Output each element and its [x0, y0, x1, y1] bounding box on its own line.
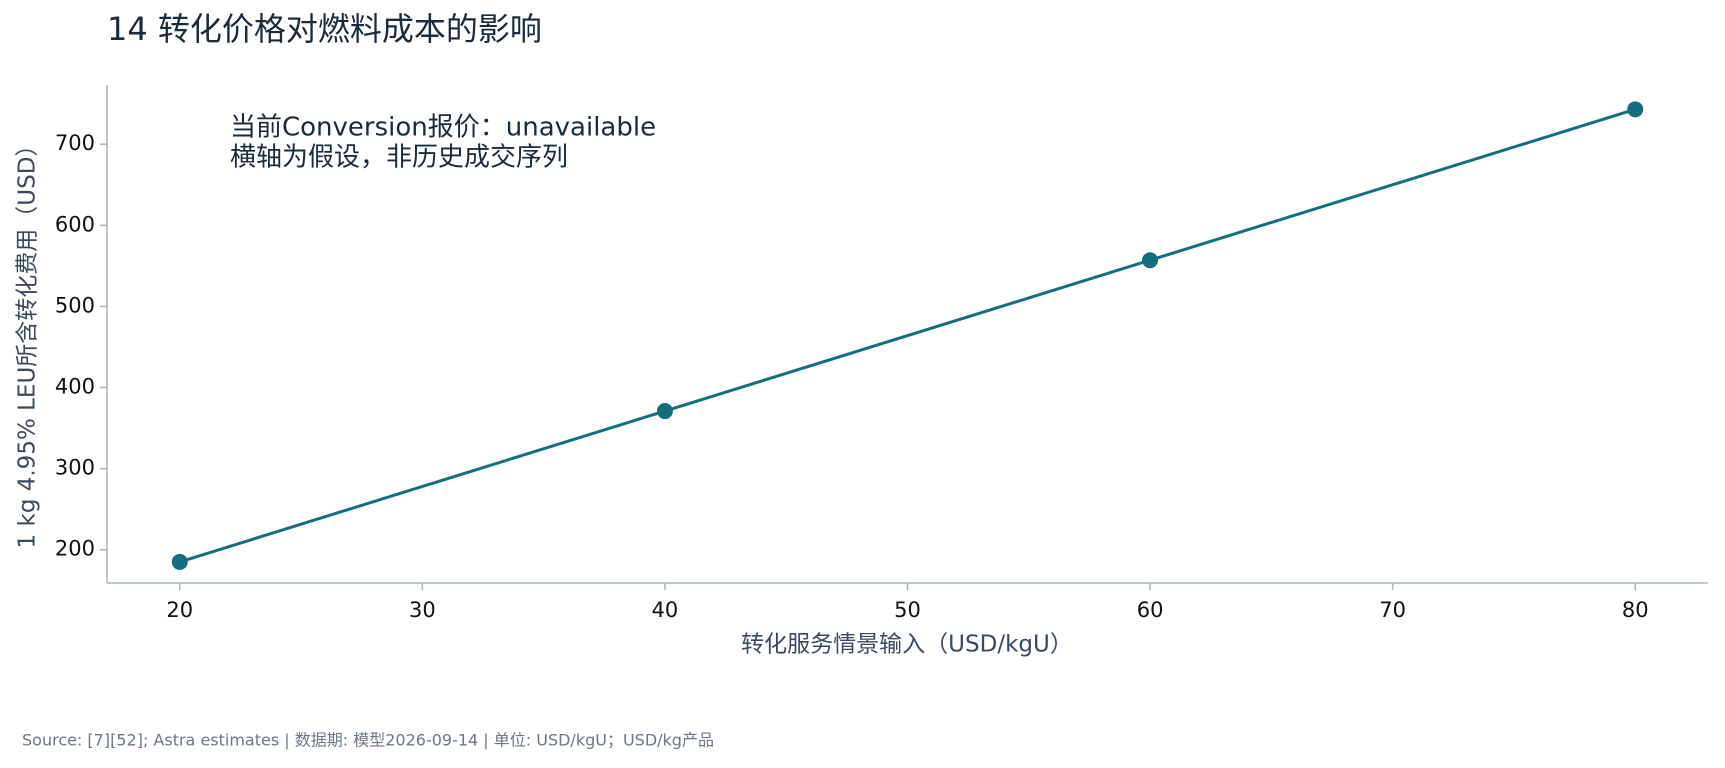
- y-tick-label: 300: [55, 456, 95, 480]
- y-tick-label: 700: [55, 131, 95, 155]
- annotation: 当前Conversion报价：unavailable: [230, 113, 656, 143]
- x-tick-label: 20: [166, 598, 193, 622]
- point: [656, 403, 673, 420]
- chart-title: 14 转化价格对燃料成本的影响: [107, 10, 542, 48]
- point: [171, 553, 188, 570]
- y-axis-label: 1 kg 4.95% LEU所含转化费用（USD）: [15, 134, 41, 549]
- point: [1142, 252, 1159, 269]
- y-tick-label: 500: [55, 293, 95, 317]
- y-tick-label: 200: [55, 537, 95, 561]
- x-tick-label: 60: [1137, 598, 1164, 622]
- x-tick-label: 70: [1379, 598, 1406, 622]
- point: [1627, 101, 1644, 118]
- x-tick-label: 40: [652, 598, 679, 622]
- x-axis-label: 转化服务情景输入（USD/kgU）: [741, 632, 1073, 658]
- footer: Source: [7][52]; Astra estimates | 数据期: …: [22, 731, 714, 750]
- x-tick-label: 30: [409, 598, 436, 622]
- x-tick-label: 50: [894, 598, 921, 622]
- y-tick-label: 600: [55, 212, 95, 236]
- line: [179, 107, 1636, 564]
- x-tick-label: 80: [1622, 598, 1649, 622]
- annotation: 横轴为假设，非历史成交序列: [230, 143, 568, 173]
- y-tick-label: 400: [55, 375, 95, 399]
